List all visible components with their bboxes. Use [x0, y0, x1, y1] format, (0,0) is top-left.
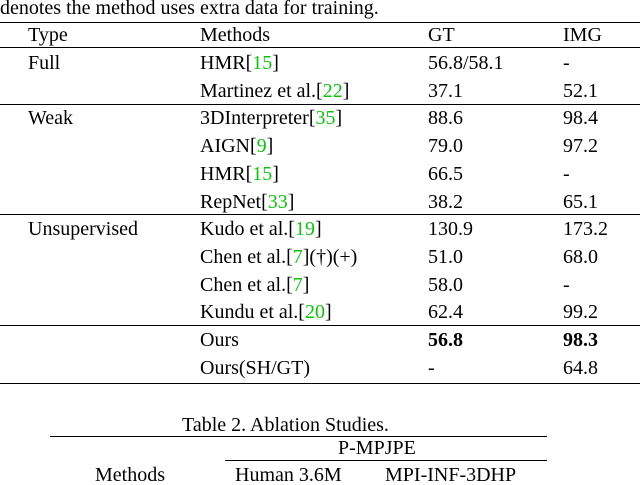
- rule: [225, 460, 547, 461]
- rule: [0, 103, 640, 105]
- method-text: ]: [272, 52, 279, 74]
- column-header: IMG: [563, 24, 602, 46]
- img-cell: -: [563, 52, 570, 74]
- table2-header: MPI-INF-3DHP: [385, 464, 517, 485]
- img-cell: 68.0: [563, 245, 598, 268]
- img-cell: 98.4: [563, 107, 598, 130]
- method-text: Martinez et al.[: [200, 79, 323, 102]
- img-cell: 99.2: [563, 301, 598, 324]
- table2-group-header: P-MPJPE: [338, 437, 416, 459]
- gt-cell: 38.2: [428, 190, 463, 213]
- citation[interactable]: 9: [256, 135, 267, 158]
- table2-header: Methods: [95, 464, 165, 485]
- method-cell: HMR[15]: [200, 51, 279, 75]
- citation[interactable]: 20: [304, 301, 325, 324]
- method-text: ]: [324, 301, 332, 324]
- gt-cell: 88.6: [428, 107, 463, 130]
- table2-header: Human 3.6M: [235, 464, 342, 485]
- img-cell: 65.1: [563, 190, 598, 213]
- rule: [50, 436, 547, 437]
- gt-cell: -: [428, 356, 435, 379]
- gt-cell: 51.0: [428, 245, 463, 268]
- rule: [0, 382, 640, 384]
- caption-tail: denotes the method uses extra data for t…: [0, 0, 379, 19]
- citation[interactable]: 35: [315, 107, 336, 130]
- method-cell: Chen et al.[7](†)(+): [200, 245, 357, 269]
- column-header: Type: [28, 24, 68, 46]
- gt-cell: 79.0: [428, 135, 463, 158]
- rule: [0, 214, 640, 216]
- column-header: Methods: [200, 24, 270, 46]
- citation[interactable]: 7: [292, 245, 303, 268]
- citation[interactable]: 15: [252, 162, 273, 185]
- gt-cell: 66.5: [428, 162, 463, 185]
- method-cell: Chen et al.[7]: [200, 273, 309, 297]
- citation[interactable]: 22: [322, 79, 343, 102]
- method-cell: Martinez et al.[22]: [200, 79, 349, 103]
- img-cell: 98.3: [563, 329, 598, 351]
- img-cell: 97.2: [563, 135, 598, 158]
- method-text: AIGN[: [200, 135, 257, 158]
- method-text: ]: [266, 135, 274, 158]
- method-text: HMR[: [200, 52, 253, 74]
- gt-cell: 56.8/58.1: [428, 52, 504, 74]
- method-text: ]: [314, 218, 322, 241]
- type-cell: Unsupervised: [28, 218, 138, 241]
- method-text: ](†)(+): [302, 245, 358, 268]
- rule: [0, 47, 640, 48]
- img-cell: 64.8: [563, 356, 598, 379]
- method-text: Ours: [200, 329, 239, 351]
- method-text: ]: [342, 79, 350, 102]
- type-cell: Weak: [28, 107, 74, 130]
- method-text: ]: [287, 190, 295, 213]
- gt-cell: 62.4: [428, 301, 463, 324]
- citation[interactable]: 15: [252, 52, 273, 74]
- gt-cell: 56.8: [428, 329, 463, 351]
- gt-cell: 37.1: [428, 79, 463, 102]
- method-text: ]: [335, 107, 343, 130]
- method-cell: HMR[15]: [200, 162, 279, 186]
- method-text: HMR[: [200, 162, 253, 185]
- rule: [0, 325, 640, 327]
- column-header: GT: [428, 24, 455, 46]
- table2-caption: Table 2. Ablation Studies.: [182, 414, 389, 436]
- citation[interactable]: 19: [294, 218, 315, 241]
- method-text: Chen et al.[: [200, 245, 293, 268]
- img-cell: 52.1: [563, 79, 598, 102]
- method-cell: Ours: [200, 328, 239, 352]
- method-cell: Ours(SH/GT): [200, 356, 310, 380]
- rule: [0, 22, 640, 23]
- method-cell: Kudo et al.[19]: [200, 217, 322, 241]
- citation[interactable]: 7: [292, 273, 303, 296]
- method-cell: 3DInterpreter[35]: [200, 106, 342, 130]
- method-text: ]: [272, 162, 279, 185]
- gt-cell: 130.9: [428, 218, 473, 241]
- method-cell: Kundu et al.[20]: [200, 300, 332, 324]
- img-cell: -: [563, 273, 570, 296]
- method-cell: RepNet[33]: [200, 190, 294, 214]
- method-text: ]: [302, 273, 310, 296]
- method-text: Kundu et al.[: [200, 301, 305, 324]
- img-cell: 173.2: [563, 218, 608, 241]
- method-text: Ours(SH/GT): [200, 356, 310, 379]
- method-text: Kudo et al.[: [200, 218, 295, 241]
- type-cell: Full: [28, 52, 61, 74]
- method-text: 3DInterpreter[: [200, 107, 316, 130]
- method-cell: AIGN[9]: [200, 134, 273, 158]
- gt-cell: 58.0: [428, 273, 463, 296]
- citation[interactable]: 33: [267, 190, 288, 213]
- method-text: Chen et al.[: [200, 273, 293, 296]
- img-cell: -: [563, 162, 570, 185]
- method-text: RepNet[: [200, 190, 268, 213]
